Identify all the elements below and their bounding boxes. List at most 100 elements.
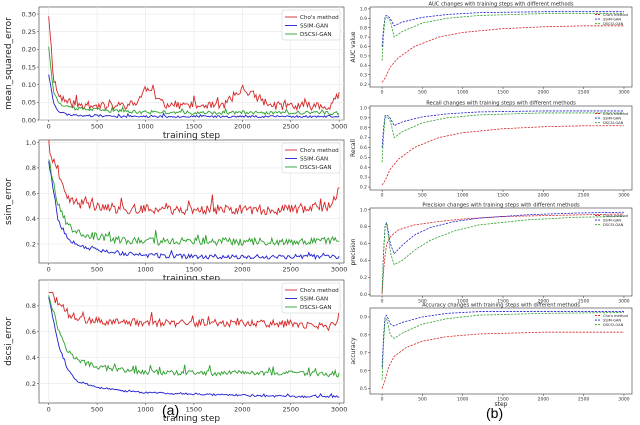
legend-label: Cho's method <box>603 112 628 116</box>
series-line-green <box>381 216 624 293</box>
legend-label: DSCSI-GAN <box>603 121 624 125</box>
series-line-red <box>381 331 624 389</box>
series-line-red <box>48 16 340 112</box>
y-tick-label: 0.10 <box>22 81 36 89</box>
y-tick-label: 0.30 <box>22 10 36 18</box>
legend-label: Cho's method <box>603 214 628 218</box>
series-line-green <box>381 112 624 163</box>
y-axis-label: dscsi_error <box>4 317 14 366</box>
legend-box <box>281 9 341 41</box>
series-line-green <box>381 312 624 380</box>
chart-b3: 0 500 1000 1500 2000 2500 3000 0.0 0.2 0.4 0.6 0.8 1… <box>350 203 633 305</box>
chart-b1: 0 500 1000 1500 2000 2500 3000 0.2 0.3 0.4 0.5 0.6 0… <box>350 2 633 96</box>
x-tick-label: 1000 <box>457 397 469 403</box>
y-axis-label: AUC value <box>350 31 357 62</box>
x-tick-label: 0 <box>381 299 384 305</box>
y-tick-label: 0.6 <box>360 44 367 50</box>
legend-box <box>281 282 341 314</box>
y-tick-label: 0.4 <box>360 258 367 264</box>
y-axis-label: accuracy <box>350 337 357 365</box>
x-tick-label: 3000 <box>618 193 630 199</box>
x-tick-label: 0 <box>381 193 384 199</box>
y-tick-label: 0.6 <box>360 368 367 374</box>
y-tick-label: 0.8 <box>360 125 367 131</box>
legend-label: DSCSI-GAN <box>300 305 332 311</box>
x-tick-label: 2000 <box>538 397 550 403</box>
chart-title: Recall changes with training steps with … <box>426 101 576 107</box>
plot-frame <box>369 6 633 88</box>
series-line-blue <box>381 311 624 368</box>
x-tick-label: 500 <box>418 193 427 199</box>
y-tick-label: 0.6 <box>26 328 36 336</box>
y-tick-label: 0.2 <box>26 380 36 388</box>
x-tick-label: 2000 <box>234 123 251 131</box>
x-tick-label: 1500 <box>186 406 203 414</box>
y-tick-label: 0.25 <box>22 28 36 36</box>
x-tick-label: 1000 <box>137 406 154 414</box>
legend-label: DSCSI-GAN <box>603 22 624 26</box>
x-axis-label: training step <box>163 131 220 141</box>
x-tick-label: 2500 <box>578 90 590 96</box>
y-tick-label: 0.15 <box>22 63 36 71</box>
x-tick-label: 1000 <box>457 90 469 96</box>
legend-label: DSCSI-GAN <box>603 223 624 227</box>
y-tick-label: 0.8 <box>360 224 367 230</box>
series-line-red <box>48 291 340 332</box>
chart-a2: 0 500 1000 1500 2000 2500 3000 0.2 0.4 0.6 0.8 1.0 t… <box>4 139 347 284</box>
y-tick-label: 0.2 <box>360 275 367 281</box>
y-tick-label: 0.0 <box>360 292 367 298</box>
x-tick-label: 1500 <box>497 397 509 403</box>
legend-label: SSIM-GAN <box>300 157 328 163</box>
series-line-green <box>381 13 624 61</box>
x-tick-label: 1000 <box>137 266 154 274</box>
x-tick-label: 500 <box>91 266 103 274</box>
y-tick-label: 1.0 <box>360 207 367 213</box>
x-tick-label: 3000 <box>618 299 630 305</box>
series-line-red <box>381 213 624 295</box>
y-axis-label: Recall <box>350 139 357 157</box>
y-tick-label: 0.9 <box>360 115 367 121</box>
y-tick-label: 1.0 <box>360 6 367 12</box>
x-axis-label: step <box>495 401 508 408</box>
chart-b2: 0 500 1000 1500 2000 2500 3000 0.2 0.3 0.4 0.5 0.6 0… <box>350 101 633 199</box>
y-tick-label: 0.7 <box>360 350 367 356</box>
series-line-green <box>48 159 340 247</box>
series-line-red <box>48 140 340 216</box>
y-tick-label: 0.4 <box>26 215 36 223</box>
chart-title: Accuracy changes with training steps wit… <box>422 303 580 309</box>
y-tick-label: 0.4 <box>26 354 36 362</box>
x-tick-label: 2000 <box>234 266 251 274</box>
legend-label: SSIM-GAN <box>603 219 621 223</box>
x-tick-label: 0 <box>47 406 51 414</box>
x-tick-label: 500 <box>418 90 427 96</box>
y-tick-label: 0.2 <box>360 82 367 88</box>
legend-box <box>281 142 341 174</box>
x-tick-label: 2500 <box>578 299 590 305</box>
chart-title: Precision changes with training steps wi… <box>422 203 580 209</box>
x-tick-label: 500 <box>418 299 427 305</box>
series-line-red <box>381 25 624 83</box>
plot-frame <box>369 207 633 297</box>
legend-label: SSIM-GAN <box>300 297 328 303</box>
chart-a1: 0 500 1000 1500 2000 2500 3000 0.00 0.05 0.10 0.15… <box>4 6 347 141</box>
legend-label: SSIM-GAN <box>603 117 621 121</box>
x-tick-label: 2500 <box>282 123 299 131</box>
y-tick-label: 0.05 <box>22 99 36 107</box>
series-line-red <box>381 125 624 186</box>
x-tick-label: 2000 <box>234 406 251 414</box>
y-tick-label: 0.3 <box>360 175 367 181</box>
y-tick-label: 0.6 <box>360 145 367 151</box>
series-line-blue <box>381 11 624 47</box>
x-tick-label: 0 <box>47 266 51 274</box>
y-axis-label: precision <box>350 238 357 265</box>
y-tick-label: 0.2 <box>26 240 36 248</box>
x-tick-label: 0 <box>47 123 51 131</box>
y-tick-label: 0.8 <box>360 25 367 31</box>
x-tick-label: 1000 <box>457 299 469 305</box>
x-tick-label: 1500 <box>186 266 203 274</box>
legend-label: SSIM-GAN <box>603 319 621 323</box>
y-tick-label: 0.2 <box>360 185 367 191</box>
series-line-blue <box>381 110 624 148</box>
x-axis-label: training step <box>163 274 220 284</box>
